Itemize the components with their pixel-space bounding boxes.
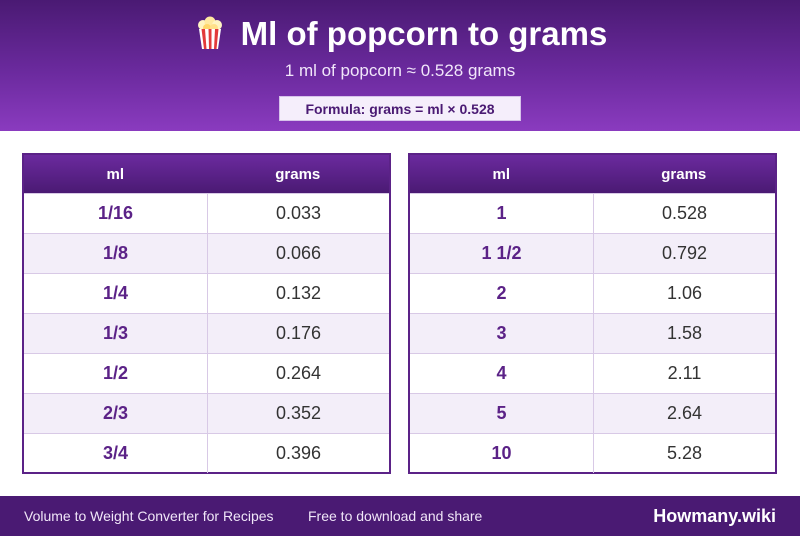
grams-cell: 0.528 (661, 203, 708, 223)
ml-cell: 5 (410, 394, 594, 433)
grams-cell: 5.28 (666, 443, 703, 463)
header-banner: Ml of popcorn to grams 1 ml of popcorn ≈… (0, 0, 800, 131)
table-row: 2/3 0.352 (24, 393, 389, 433)
column-header-ml: ml (106, 165, 124, 183)
ml-cell: 1 1/2 (410, 234, 594, 273)
table-header: ml grams (410, 155, 775, 193)
grams-cell: 0.132 (275, 283, 322, 303)
table-header: ml grams (24, 155, 389, 193)
table-row: 4 2.11 (410, 353, 775, 393)
table-row: 1/3 0.176 (24, 313, 389, 353)
grams-cell: 1.06 (666, 283, 703, 303)
footer-share-text: Free to download and share (308, 508, 483, 524)
ml-cell: 1/2 (24, 354, 208, 393)
table-row: 1/16 0.033 (24, 193, 389, 233)
ml-cell: 10 (410, 434, 594, 473)
grams-cell: 0.264 (275, 363, 322, 383)
ml-cell: 2/3 (24, 394, 208, 433)
table-row: 1 1/2 0.792 (410, 233, 775, 273)
grams-cell: 2.11 (667, 363, 702, 383)
page-title: Ml of popcorn to grams (0, 14, 800, 54)
grams-cell: 2.64 (666, 403, 703, 423)
grams-cell: 0.352 (275, 403, 322, 423)
ml-cell: 1/4 (24, 274, 208, 313)
ml-cell: 1 (410, 194, 594, 233)
table-row: 10 5.28 (410, 433, 775, 473)
grams-cell: 0.792 (661, 243, 708, 263)
table-row: 3/4 0.396 (24, 433, 389, 473)
grams-cell: 1.58 (666, 323, 703, 343)
conversion-table-left: ml grams 1/16 0.033 1/8 0.066 1/4 0.132 1/3… (22, 153, 391, 474)
ml-cell: 1/8 (24, 234, 208, 273)
footer-tagline: Volume to Weight Converter for Recipes (24, 508, 274, 524)
table-row: 1 0.528 (410, 193, 775, 233)
brand-logo-text[interactable]: Howmany.wiki (653, 506, 776, 526)
ml-cell: 3 (410, 314, 594, 353)
grams-cell: 0.066 (275, 243, 322, 263)
grams-cell: 0.396 (275, 443, 322, 463)
title-text: Ml of popcorn to grams (240, 15, 608, 52)
grams-cell: 0.033 (275, 203, 322, 223)
table-row: 1/2 0.264 (24, 353, 389, 393)
subtitle: 1 ml of popcorn ≈ 0.528 grams (284, 61, 516, 80)
ml-cell: 1/16 (24, 194, 208, 233)
ml-cell: 3/4 (24, 434, 208, 473)
ml-cell: 2 (410, 274, 594, 313)
table-row: 5 2.64 (410, 393, 775, 433)
table-row: 1/8 0.066 (24, 233, 389, 273)
popcorn-icon (197, 16, 222, 49)
table-row: 3 1.58 (410, 313, 775, 353)
ml-cell: 4 (410, 354, 594, 393)
grams-cell: 0.176 (275, 323, 322, 343)
column-header-ml: ml (492, 165, 510, 183)
footer-bar: Volume to Weight Converter for Recipes F… (0, 496, 800, 536)
column-header-grams: grams (661, 165, 707, 183)
ml-cell: 1/3 (24, 314, 208, 353)
table-row: 2 1.06 (410, 273, 775, 313)
table-row: 1/4 0.132 (24, 273, 389, 313)
column-header-grams: grams (275, 165, 321, 183)
formula-badge: Formula: grams = ml × 0.528 (279, 96, 521, 121)
conversion-table-right: ml grams 1 0.528 1 1/2 0.792 2 1.06 3 1.58 4… (408, 153, 777, 474)
